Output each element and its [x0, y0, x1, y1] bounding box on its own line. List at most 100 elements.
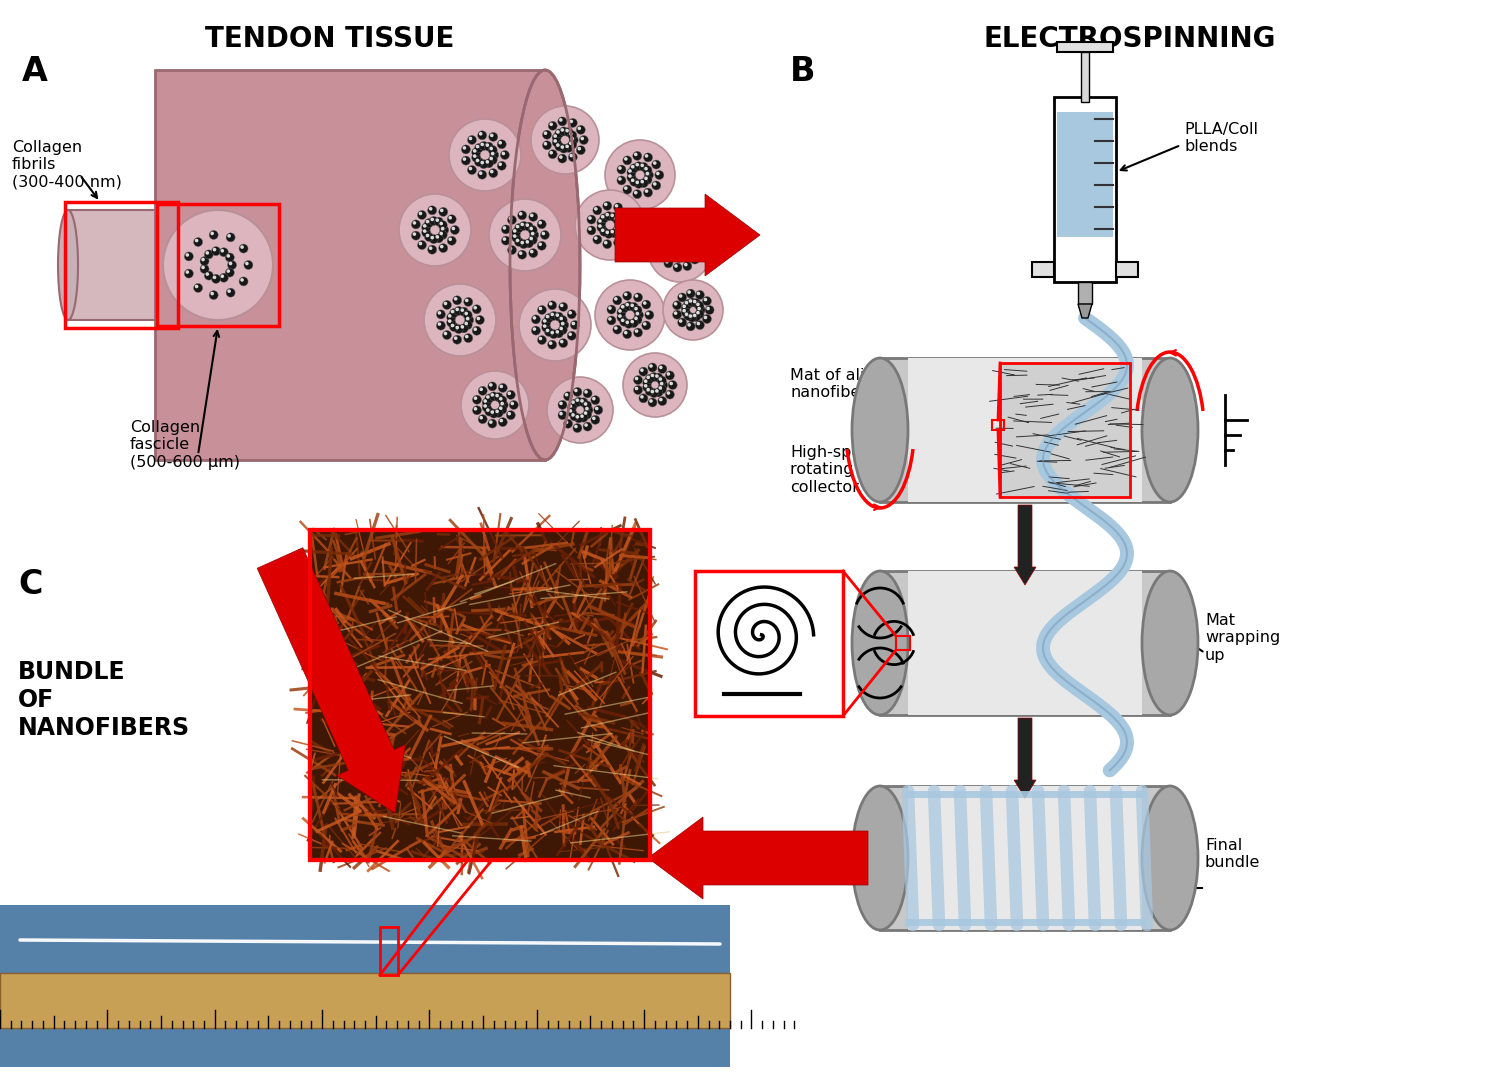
Circle shape — [626, 303, 628, 306]
Circle shape — [549, 342, 552, 345]
Circle shape — [690, 255, 699, 264]
Circle shape — [213, 248, 216, 251]
Circle shape — [194, 237, 202, 247]
Circle shape — [226, 288, 236, 297]
Circle shape — [478, 387, 488, 395]
Circle shape — [626, 220, 634, 230]
Circle shape — [450, 309, 454, 314]
Circle shape — [465, 316, 474, 324]
Circle shape — [639, 178, 648, 188]
Circle shape — [584, 422, 592, 431]
Circle shape — [618, 315, 621, 318]
Circle shape — [476, 145, 480, 148]
Circle shape — [651, 374, 654, 377]
Circle shape — [627, 173, 636, 182]
Circle shape — [465, 335, 468, 338]
Circle shape — [628, 174, 632, 178]
Circle shape — [642, 300, 651, 309]
Circle shape — [200, 257, 208, 265]
Polygon shape — [648, 817, 868, 899]
Circle shape — [220, 249, 224, 252]
Circle shape — [614, 325, 622, 334]
Circle shape — [537, 242, 546, 250]
Circle shape — [698, 307, 700, 310]
Circle shape — [614, 203, 622, 212]
Circle shape — [531, 326, 540, 335]
Circle shape — [636, 163, 639, 166]
Circle shape — [634, 191, 638, 194]
Bar — [1054, 97, 1116, 282]
Circle shape — [704, 316, 706, 319]
Circle shape — [603, 201, 612, 211]
Text: PLLA/Coll
blends: PLLA/Coll blends — [1184, 122, 1258, 155]
Circle shape — [580, 400, 584, 403]
Circle shape — [618, 177, 621, 180]
Circle shape — [474, 158, 483, 166]
Circle shape — [543, 141, 552, 149]
Circle shape — [568, 118, 578, 128]
Circle shape — [578, 147, 580, 150]
Circle shape — [447, 236, 456, 245]
Circle shape — [228, 262, 232, 265]
Circle shape — [435, 218, 439, 222]
Circle shape — [228, 261, 237, 270]
Circle shape — [570, 136, 574, 141]
Circle shape — [558, 401, 567, 409]
Circle shape — [594, 207, 597, 211]
Circle shape — [658, 241, 668, 249]
Circle shape — [632, 178, 634, 183]
Circle shape — [444, 302, 447, 305]
Circle shape — [530, 250, 534, 253]
Circle shape — [483, 404, 488, 408]
Circle shape — [478, 172, 483, 175]
Circle shape — [615, 221, 620, 226]
Circle shape — [704, 297, 706, 302]
Circle shape — [680, 252, 688, 262]
Circle shape — [468, 166, 472, 171]
Circle shape — [210, 292, 214, 295]
Circle shape — [447, 313, 456, 322]
Circle shape — [454, 336, 458, 340]
Text: High-speed
rotating drum
collector: High-speed rotating drum collector — [790, 445, 901, 495]
Circle shape — [628, 170, 632, 173]
Circle shape — [634, 317, 638, 320]
Circle shape — [531, 315, 540, 324]
Circle shape — [634, 387, 639, 390]
Circle shape — [211, 247, 220, 256]
Circle shape — [500, 401, 508, 409]
Circle shape — [201, 265, 206, 270]
Polygon shape — [256, 548, 405, 813]
Circle shape — [498, 418, 507, 426]
Circle shape — [603, 240, 612, 249]
Circle shape — [567, 408, 576, 417]
Circle shape — [644, 165, 652, 175]
Circle shape — [604, 241, 608, 245]
Circle shape — [644, 176, 648, 180]
Circle shape — [244, 262, 249, 265]
Circle shape — [438, 322, 441, 325]
Circle shape — [554, 134, 556, 137]
Circle shape — [489, 409, 498, 418]
Circle shape — [448, 319, 452, 323]
Ellipse shape — [1142, 786, 1198, 930]
Circle shape — [507, 411, 512, 416]
Circle shape — [507, 216, 516, 224]
Circle shape — [616, 165, 626, 174]
Circle shape — [435, 217, 444, 227]
Circle shape — [622, 211, 632, 219]
Circle shape — [486, 160, 489, 163]
Circle shape — [622, 353, 687, 417]
Circle shape — [576, 415, 579, 419]
Circle shape — [448, 216, 452, 219]
Circle shape — [496, 161, 506, 171]
Text: Final
bundle: Final bundle — [1204, 838, 1260, 870]
Circle shape — [622, 185, 632, 194]
Circle shape — [630, 304, 634, 307]
Circle shape — [530, 248, 538, 258]
Circle shape — [597, 218, 606, 227]
Circle shape — [448, 119, 520, 191]
Circle shape — [480, 388, 483, 391]
Circle shape — [644, 175, 652, 185]
Circle shape — [417, 241, 426, 249]
Circle shape — [614, 226, 622, 234]
